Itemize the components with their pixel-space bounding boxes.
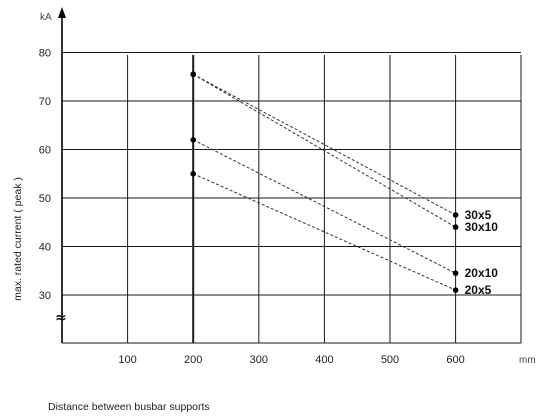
data-point <box>190 71 196 78</box>
x-tick-label: 400 <box>315 354 333 366</box>
series-label: 20x5 <box>465 283 492 297</box>
series-line <box>192 73 456 228</box>
y-axis-arrow <box>58 7 66 18</box>
tick-labels: 100 200 300 400 500 600 30 40 50 60 70 80 <box>39 48 465 367</box>
series-label: 30x10 <box>465 220 499 234</box>
data-point <box>190 170 196 177</box>
grid <box>62 52 522 344</box>
y-axis-title: max. rated current ( peak ) <box>12 177 24 301</box>
series-group <box>190 71 459 293</box>
y-tick-label: 50 <box>39 193 51 205</box>
axes <box>58 7 66 343</box>
data-point <box>452 287 459 293</box>
series-label: 20x10 <box>465 266 499 280</box>
x-unit-label: mm <box>519 355 536 366</box>
y-unit-label: kA <box>40 12 52 23</box>
series-line <box>192 139 456 274</box>
x-tick-label: 600 <box>446 354 464 366</box>
data-point <box>452 224 459 230</box>
y-tick-label: 60 <box>39 145 51 157</box>
y-tick-label: 80 <box>39 48 51 60</box>
x-tick-label: 300 <box>250 354 268 366</box>
y-tick-label: 70 <box>39 96 51 108</box>
series-label: 30x5 <box>465 208 492 222</box>
y-tick-label: 30 <box>39 290 51 302</box>
x-tick-label: 500 <box>381 354 399 366</box>
axis-break-mark: ≈ <box>55 310 67 326</box>
x-tick-label: 100 <box>118 354 136 366</box>
data-point <box>190 137 196 143</box>
data-point <box>452 270 459 276</box>
data-point <box>452 212 459 218</box>
x-tick-label: 200 <box>184 354 202 366</box>
x-axis-title: Distance between busbar supports <box>48 401 210 413</box>
series-line <box>192 173 456 291</box>
y-tick-label: 40 <box>39 242 51 254</box>
